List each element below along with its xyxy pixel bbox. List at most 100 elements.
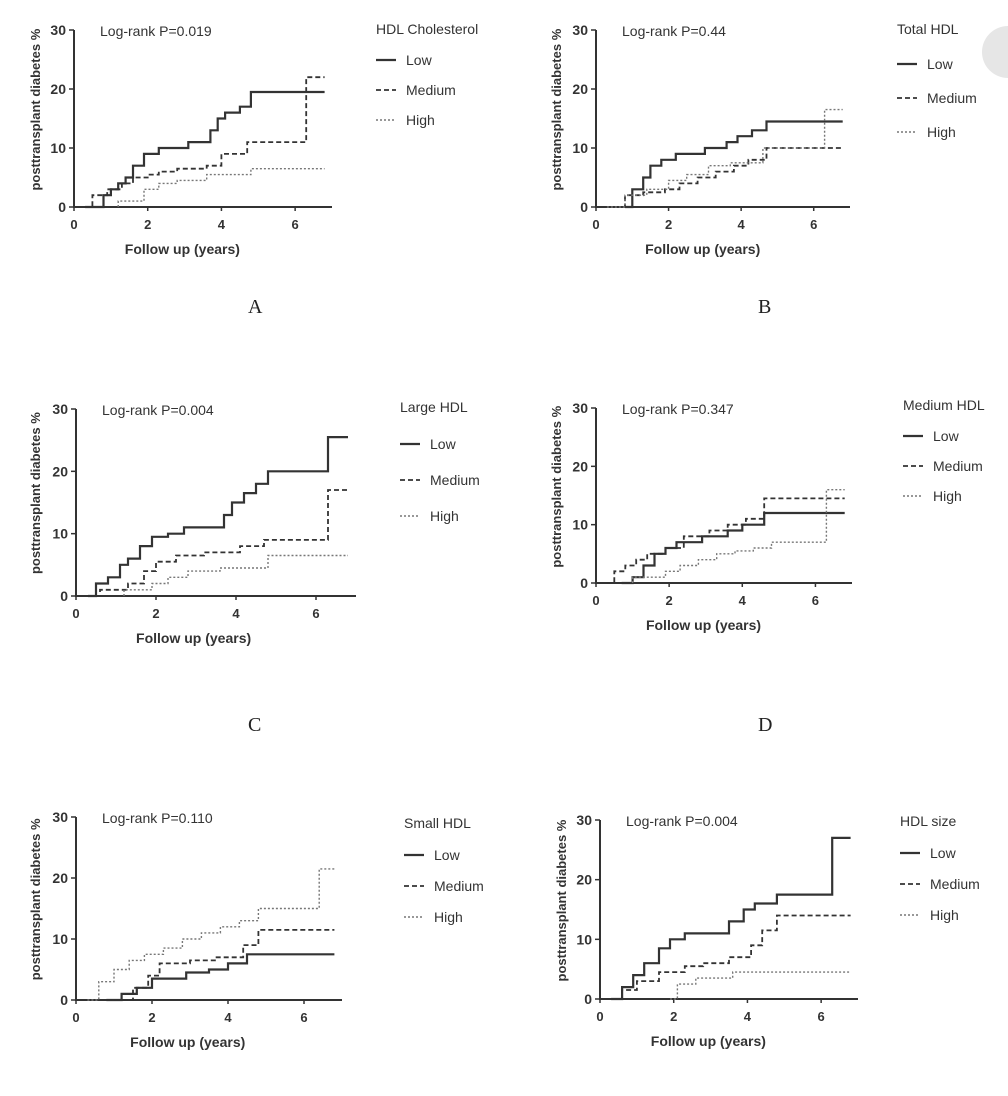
legend-label-medium: Medium xyxy=(933,458,983,474)
x-tick-label: 4 xyxy=(218,217,226,232)
chart-panel-6: 0 2 4 6 0 10 20 30 Follow up (years) posttranspla… xyxy=(554,812,980,1049)
x-tick-label: 4 xyxy=(232,606,240,621)
legend-title: Small HDL xyxy=(404,815,471,831)
x-tick-label: 6 xyxy=(810,217,817,232)
x-tick-label: 4 xyxy=(739,593,747,608)
x-tick-label: 0 xyxy=(72,1010,79,1025)
legend-label-medium: Medium xyxy=(930,876,980,892)
series-line-high xyxy=(117,168,325,207)
y-tick-label: 20 xyxy=(576,872,592,888)
y-tick-label: 10 xyxy=(52,526,68,542)
y-tick-label: 20 xyxy=(52,870,68,886)
x-axis-label: Follow up (years) xyxy=(645,241,760,257)
y-axis-label: posttransplant diabetes % xyxy=(28,818,43,980)
chart-panel-3: 0 2 4 6 0 10 20 30 Follow up (years) posttranspla… xyxy=(28,399,480,646)
x-tick-label: 6 xyxy=(812,593,819,608)
x-axis-label: Follow up (years) xyxy=(646,617,761,633)
legend-label-high: High xyxy=(930,907,959,923)
legend-title: HDL size xyxy=(900,813,956,829)
x-tick-label: 6 xyxy=(292,217,299,232)
y-tick-label: 10 xyxy=(576,931,592,947)
x-axis-label: Follow up (years) xyxy=(136,630,251,646)
y-tick-label: 30 xyxy=(50,22,66,38)
legend-label-medium: Medium xyxy=(430,472,480,488)
log-rank-annotation: Log-rank P=0.004 xyxy=(102,402,214,418)
series-line-high xyxy=(670,971,851,1000)
series-line-low xyxy=(611,836,851,1001)
legend-label-low: Low xyxy=(406,52,433,68)
y-axis-label: posttransplant diabetes % xyxy=(28,28,43,190)
legend-label-low: Low xyxy=(933,428,960,444)
series-line-low xyxy=(106,953,335,1002)
log-rank-annotation: Log-rank P=0.004 xyxy=(626,813,738,829)
y-tick-label: 0 xyxy=(580,575,588,591)
series-line-medium xyxy=(85,76,325,208)
chart-panel-4: 0 2 4 6 0 10 20 30 Follow up (years) posttranspla… xyxy=(549,397,985,633)
series-line-low xyxy=(85,90,325,209)
chart-panel-2: 0 2 4 6 0 10 20 30 Follow up (years) posttranspla… xyxy=(549,21,977,257)
y-axis-label: posttransplant diabetes % xyxy=(549,28,564,190)
legend-title: Large HDL xyxy=(400,399,468,415)
legend-label-high: High xyxy=(430,508,459,524)
chart-panel-1: 0 2 4 6 0 10 20 30 Follow up (years) posttranspla… xyxy=(28,21,478,257)
y-tick-label: 10 xyxy=(572,140,588,156)
y-axis-label: posttransplant diabetes % xyxy=(549,405,564,567)
x-axis-label: Follow up (years) xyxy=(651,1033,766,1049)
y-tick-label: 0 xyxy=(60,588,68,604)
y-tick-label: 0 xyxy=(580,199,588,215)
x-tick-label: 6 xyxy=(818,1009,825,1024)
x-tick-label: 0 xyxy=(70,217,77,232)
x-tick-label: 2 xyxy=(670,1009,677,1024)
y-axis-label: posttransplant diabetes % xyxy=(28,412,43,574)
legend-label-medium: Medium xyxy=(434,878,484,894)
log-rank-annotation: Log-rank P=0.347 xyxy=(622,401,734,417)
log-rank-annotation: Log-rank P=0.110 xyxy=(102,810,213,826)
y-tick-label: 20 xyxy=(50,81,66,97)
series-line-high xyxy=(123,554,348,596)
legend-title: Medium HDL xyxy=(903,397,985,413)
y-tick-label: 10 xyxy=(572,517,588,533)
x-tick-label: 4 xyxy=(738,217,746,232)
series-line-medium xyxy=(611,914,851,1000)
series-line-high xyxy=(606,108,843,208)
legend-label-high: High xyxy=(406,112,435,128)
log-rank-annotation: Log-rank P=0.019 xyxy=(100,23,212,39)
series-line-high xyxy=(87,868,335,1001)
legend-title: HDL Cholesterol xyxy=(376,21,478,37)
legend-label-low: Low xyxy=(927,56,954,72)
panel-letter-a: A xyxy=(248,296,263,318)
y-tick-label: 0 xyxy=(58,199,66,215)
panel-letter-b: B xyxy=(758,296,772,318)
panel-letter-c: C xyxy=(248,714,262,736)
y-tick-label: 0 xyxy=(584,991,592,1007)
x-tick-label: 2 xyxy=(152,606,159,621)
x-tick-label: 6 xyxy=(312,606,319,621)
legend-label-low: Low xyxy=(434,847,461,863)
series-line-medium xyxy=(106,929,335,1001)
legend-label-high: High xyxy=(434,909,463,925)
y-tick-label: 30 xyxy=(572,400,588,416)
series-line-medium xyxy=(88,489,348,597)
x-tick-label: 0 xyxy=(596,1009,603,1024)
x-tick-label: 2 xyxy=(666,593,673,608)
legend-label-medium: Medium xyxy=(406,82,456,98)
x-tick-label: 2 xyxy=(144,217,151,232)
legend-title: Total HDL xyxy=(897,21,959,37)
y-tick-label: 30 xyxy=(52,809,68,825)
y-tick-label: 10 xyxy=(50,140,66,156)
x-tick-label: 6 xyxy=(300,1010,307,1025)
panel-letter-d: D xyxy=(758,714,773,736)
chart-panel-5: 0 2 4 6 0 10 20 30 Follow up (years) posttranspla… xyxy=(28,809,484,1050)
x-tick-label: 0 xyxy=(72,606,79,621)
legend-label-low: Low xyxy=(930,845,957,861)
series-line-low xyxy=(621,511,845,585)
y-tick-label: 20 xyxy=(52,463,68,479)
y-tick-label: 30 xyxy=(576,812,592,828)
x-axis-label: Follow up (years) xyxy=(130,1034,245,1050)
y-tick-label: 30 xyxy=(572,22,588,38)
legend-label-medium: Medium xyxy=(927,90,977,106)
x-tick-label: 2 xyxy=(665,217,672,232)
series-line-low xyxy=(88,436,348,598)
log-rank-annotation: Log-rank P=0.44 xyxy=(622,23,726,39)
